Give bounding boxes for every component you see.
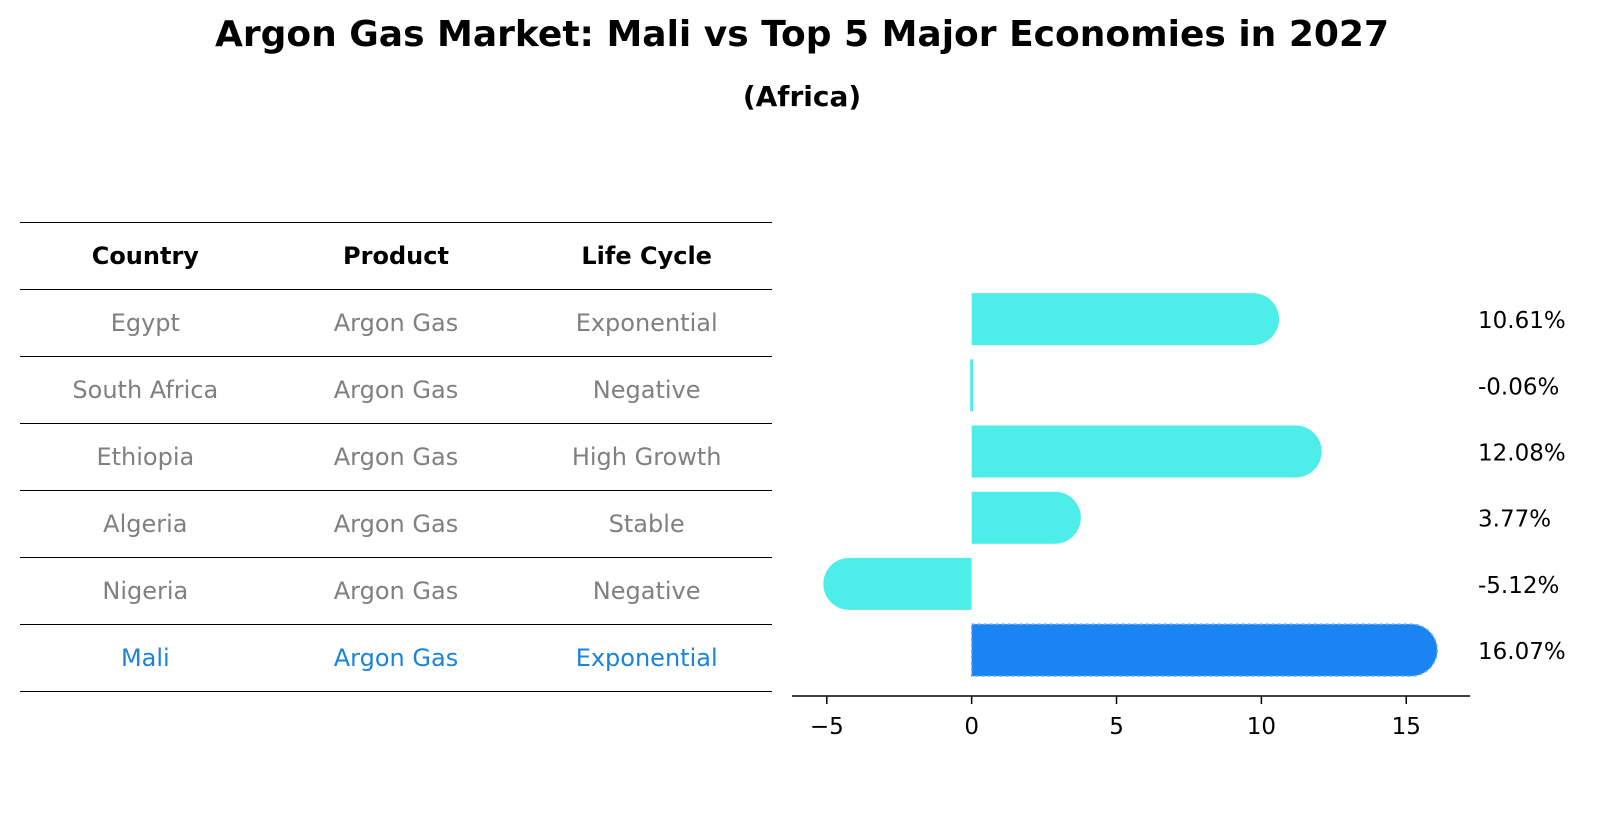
data-label: -0.06% — [1478, 374, 1559, 400]
column-header-life-cycle: Life Cycle — [521, 222, 772, 290]
table-row: South Africa Argon Gas Negative — [20, 356, 772, 424]
bar-south-africa — [970, 359, 974, 412]
bar-ethiopia — [971, 425, 1322, 478]
chart-subtitle: (Africa) — [742, 80, 862, 113]
country-cell: Ethiopia — [20, 423, 271, 491]
bar-nigeria — [823, 557, 972, 610]
life-cycle-cell: Negative — [521, 356, 772, 424]
table-header-row: Country Product Life Cycle — [20, 222, 772, 290]
table-row-highlight: Mali Argon Gas Exponential — [20, 624, 772, 692]
country-cell: Algeria — [20, 490, 271, 558]
column-header-product: Product — [270, 222, 522, 290]
product-cell: Argon Gas — [270, 356, 522, 424]
x-tick-label: 15 — [1392, 714, 1421, 740]
x-tick-label: 0 — [964, 714, 979, 740]
product-cell: Argon Gas — [270, 289, 522, 357]
table-row: Nigeria Argon Gas Negative — [20, 557, 772, 625]
life-cycle-cell: High Growth — [521, 423, 772, 491]
country-cell: South Africa — [20, 356, 271, 424]
product-cell: Argon Gas — [270, 624, 522, 692]
product-cell: Argon Gas — [270, 490, 522, 558]
country-table: Country Product Life Cycle Egypt Argon G… — [20, 222, 772, 692]
country-cell: Egypt — [20, 289, 271, 357]
life-cycle-cell: Stable — [521, 490, 772, 558]
product-cell: Argon Gas — [270, 423, 522, 491]
data-label: 10.61% — [1478, 308, 1566, 334]
table-row: Egypt Argon Gas Exponential — [20, 289, 772, 357]
data-label: 3.77% — [1478, 507, 1551, 533]
bar-mali — [970, 623, 1439, 677]
data-label: 12.08% — [1478, 441, 1566, 467]
table-row: Algeria Argon Gas Stable — [20, 490, 772, 558]
product-cell: Argon Gas — [270, 557, 522, 625]
table-row: Ethiopia Argon Gas High Growth — [20, 423, 772, 491]
column-header-country: Country — [20, 222, 271, 290]
life-cycle-cell: Negative — [521, 557, 772, 625]
bar-egypt — [971, 293, 1280, 346]
life-cycle-cell: Exponential — [521, 289, 772, 357]
x-tick-label: 10 — [1247, 714, 1276, 740]
bar-algeria — [971, 491, 1081, 544]
data-label: 16.07% — [1478, 639, 1566, 665]
data-label: -5.12% — [1478, 573, 1559, 599]
x-tick-label: 5 — [1109, 714, 1124, 740]
chart-title: Argon Gas Market: Mali vs Top 5 Major Ec… — [214, 14, 1390, 55]
life-cycle-cell: Exponential — [521, 624, 772, 692]
country-cell: Mali — [20, 624, 271, 692]
country-cell: Nigeria — [20, 557, 271, 625]
x-tick-label: −5 — [810, 714, 844, 740]
